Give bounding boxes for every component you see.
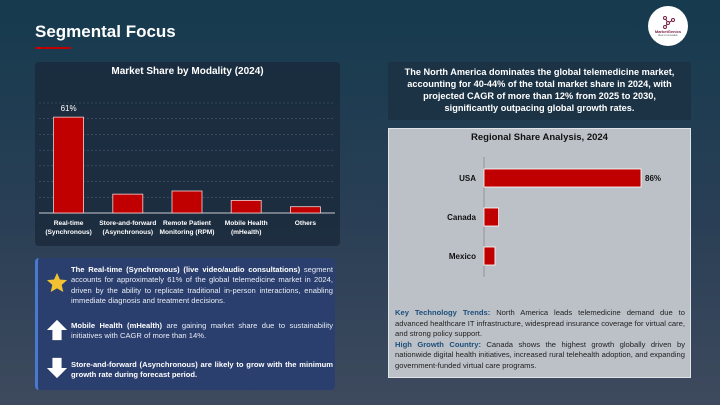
summary-box: The North America dominates the global t… [388, 62, 691, 120]
insight-bold: The Real-time (Synchronous) (live video/… [71, 265, 301, 274]
x-tick-label: Mobile Health [225, 220, 268, 227]
note-label: Key Technology Trends: [395, 308, 491, 317]
insight-realtime: The Real-time (Synchronous) (live video/… [71, 265, 333, 306]
star-icon [46, 272, 68, 292]
x-tick-label: (Synchronous) [45, 229, 92, 236]
bar-0 [53, 116, 85, 214]
logo-tagline: Idea to Innovation [658, 34, 678, 37]
x-tick-label: Real-time [54, 220, 84, 227]
y-tick-label: Mexico [449, 252, 476, 261]
note-label: High Growth Country: [395, 339, 481, 349]
note-high-growth: High Growth Country: Canada shows the hi… [395, 340, 685, 372]
logo-text: MarketGenics [654, 29, 682, 34]
data-label: 61% [61, 104, 77, 113]
insight-text: segment accounts for approximately 61% o… [71, 265, 333, 305]
insight-bold: Store-and-forward (Asynchronous) are lik… [71, 360, 333, 380]
x-tick-label: Monitoring (RPM) [160, 229, 215, 236]
insight-bold: Mobile Health (mHealth) [71, 321, 163, 330]
bar-2 [171, 190, 203, 214]
note-text: North America leads telemedicine demand … [395, 308, 685, 338]
bar-2 [483, 246, 496, 266]
arrow-down-icon [46, 357, 68, 379]
note-key-trends: Key Technology Trends: North America lea… [395, 308, 685, 340]
x-tick-label: Others [295, 220, 317, 227]
note-text: Canada shows the highest growth globally… [395, 339, 685, 370]
insights-panel: The Real-time (Synchronous) (live video/… [35, 258, 335, 390]
bar-0 [483, 168, 642, 188]
bar-1 [483, 207, 500, 227]
bar-chart-svg: 61% Real-time (Synchronous) Store-and-forwa… [39, 102, 335, 236]
y-tick-label: USA [459, 174, 476, 183]
chart-title: Regional Share Analysis, 2024 [471, 132, 608, 143]
bar-1 [112, 193, 144, 214]
logo: MarketGenics Idea to Innovation [648, 6, 688, 46]
page-title: Segmental Focus [35, 22, 176, 41]
bar-4 [289, 206, 321, 214]
bar-3 [230, 200, 262, 214]
x-tick-label: Remote Patient [163, 220, 212, 227]
chart-title: Market Share by Modality (2024) [111, 66, 264, 77]
x-tick-label: (mHealth) [231, 229, 261, 236]
data-label: 86% [645, 174, 661, 183]
regional-chart-panel: Regional Share Analysis, 2024 USA 86% Cana… [388, 128, 691, 378]
insight-mhealth: Mobile Health (mHealth) are gaining mark… [71, 321, 333, 342]
x-tick-label: (Asynchronous) [103, 229, 154, 236]
notes: Key Technology Trends: North America lea… [395, 308, 685, 371]
title-underline [35, 47, 71, 49]
bar-chart-svg: USA 86% Canada Mexico [447, 157, 661, 277]
insight-store-forward: Store-and-forward (Asynchronous) are lik… [71, 360, 333, 381]
y-tick-label: Canada [447, 213, 476, 222]
insight-text: are gaining market share due to sustaina… [71, 321, 333, 341]
x-tick-label: Store-and-forward [99, 220, 156, 227]
molecule-icon [663, 16, 675, 29]
arrow-up-icon [46, 319, 68, 341]
modality-chart-panel: Market Share by Modality (2024) 61% Real-… [35, 62, 340, 246]
